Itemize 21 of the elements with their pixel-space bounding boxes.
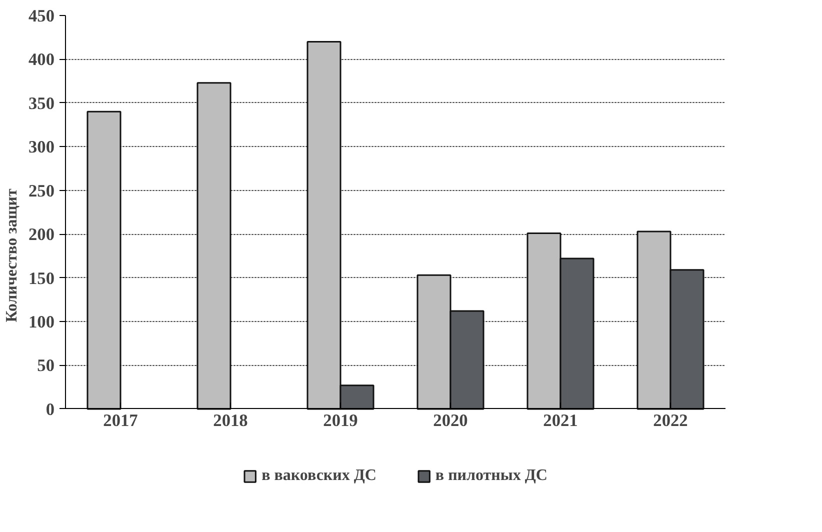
- y-tick-label: 350: [28, 94, 55, 113]
- y-tick-label: 0: [46, 400, 55, 419]
- y-tick-label: 100: [28, 312, 55, 332]
- y-tick-label: 50: [37, 356, 54, 376]
- bar: [86, 110, 122, 410]
- y-tick-label: 150: [28, 268, 55, 288]
- legend-label: в пилотных ДС: [435, 467, 548, 485]
- x-tick-label: 2022: [653, 410, 688, 430]
- y-tick-label: 300: [28, 138, 55, 157]
- bar: [196, 82, 232, 410]
- y-tick-label: 200: [28, 225, 55, 244]
- y-tick-label: 450: [28, 6, 55, 26]
- y-tick-label: 250: [28, 181, 55, 200]
- x-tick-label: 2019: [323, 410, 358, 430]
- x-tick-label: 2017: [103, 410, 138, 430]
- x-tick-label: 2021: [543, 410, 578, 430]
- legend-label: в ваковских ДС: [262, 467, 376, 485]
- y-axis-title: Количество защит: [4, 188, 21, 322]
- x-tick-label: 2018: [213, 410, 248, 430]
- x-tick-label: 2020: [433, 410, 468, 430]
- y-tick-label: 400: [28, 50, 55, 70]
